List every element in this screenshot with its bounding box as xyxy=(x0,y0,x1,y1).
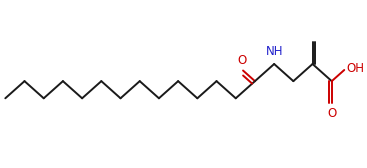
Text: O: O xyxy=(237,54,246,67)
Text: NH: NH xyxy=(265,45,283,58)
Text: OH: OH xyxy=(347,62,365,75)
Text: O: O xyxy=(327,107,337,120)
